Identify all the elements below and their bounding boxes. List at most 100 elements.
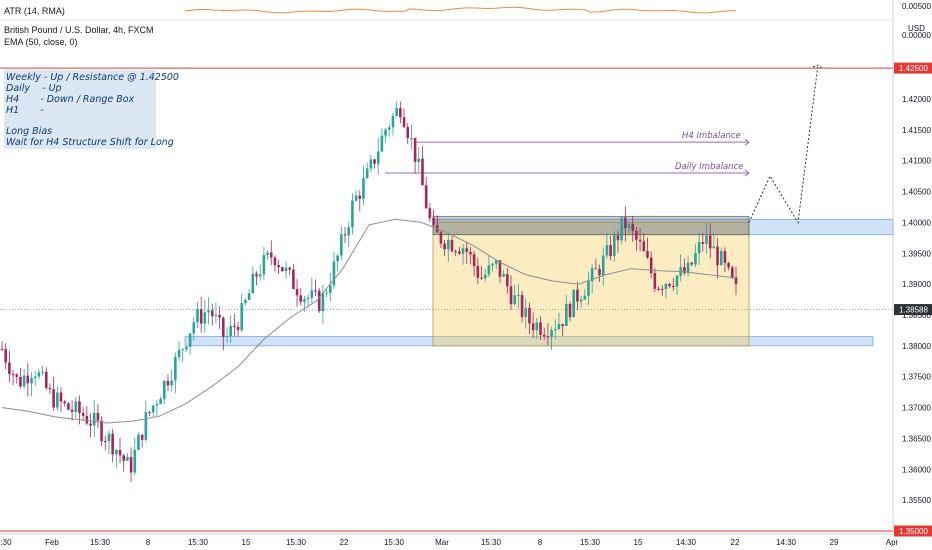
candle-up <box>185 346 188 350</box>
candle-down <box>635 230 638 240</box>
analysis-notes[interactable]: Weekly - Up / Resistance @ 1.42500 Daily… <box>4 70 179 149</box>
candle-up <box>410 137 413 139</box>
candle-down <box>439 232 443 244</box>
candle-down <box>458 251 461 254</box>
projection-path <box>748 64 819 224</box>
time-tick-label: 15:30 <box>580 538 601 547</box>
candle-up <box>553 328 557 331</box>
candle-up <box>535 322 539 331</box>
candle-up <box>694 253 697 265</box>
candle-down <box>568 303 572 318</box>
candle-down <box>469 251 472 255</box>
candle-up <box>664 283 668 290</box>
projection-arrow <box>812 64 823 69</box>
time-tick-label: 14:30 <box>776 538 797 547</box>
candle-up <box>266 252 269 256</box>
candle-up <box>188 333 192 347</box>
candle-up <box>513 295 516 305</box>
candle-up <box>240 303 244 331</box>
candle-up <box>524 307 528 318</box>
candle-down <box>11 373 15 375</box>
time-tick-label: 15:30 <box>188 538 209 547</box>
price-tick-label: 1.42000 <box>902 95 931 104</box>
candle-down <box>166 381 170 386</box>
price-tick-label: 1.41000 <box>902 157 931 166</box>
candle-up <box>203 312 207 324</box>
candle-down <box>292 269 295 289</box>
candle-up <box>517 295 520 297</box>
time-tick-label: 15 <box>242 538 251 547</box>
candle-up <box>37 372 41 377</box>
candle-down <box>8 362 11 374</box>
candle-up <box>550 330 553 338</box>
time-tick-label: 15 <box>634 538 643 547</box>
candle-up <box>347 227 351 236</box>
time-tick-label: 22 <box>340 538 349 547</box>
candle-up <box>306 297 310 300</box>
candle-up <box>483 274 487 279</box>
candle-up <box>33 376 37 379</box>
candle-up <box>502 274 505 277</box>
candle-down <box>63 401 67 404</box>
candle-up <box>174 357 177 381</box>
time-tick-label: Feb <box>45 538 59 547</box>
time-tick-label: :30 <box>0 538 12 547</box>
candle-up <box>612 235 616 257</box>
candle-up <box>686 262 690 274</box>
time-tick-label: 15:30 <box>384 538 405 547</box>
candle-up <box>590 268 594 282</box>
candle-up <box>369 159 373 169</box>
daily-imbalance-arrow <box>744 169 750 177</box>
candle-up <box>155 404 159 406</box>
candle-up <box>447 240 450 250</box>
candle-down <box>727 262 730 268</box>
candle-down <box>59 392 63 402</box>
note-line: H1 - <box>6 105 44 116</box>
candle-down <box>273 257 277 266</box>
time-tick-label: 8 <box>538 538 543 547</box>
candle-up <box>491 263 494 266</box>
candle-up <box>74 401 78 412</box>
candle-down <box>48 387 52 390</box>
candle-down <box>671 286 675 288</box>
price-axis[interactable] <box>893 0 932 550</box>
candle-up <box>697 242 701 254</box>
time-tick-label: Apr <box>886 538 899 547</box>
candle-down <box>67 403 70 410</box>
candle-down <box>646 251 649 258</box>
candle-down <box>402 117 406 128</box>
candle-up <box>133 449 137 473</box>
candle-down <box>653 273 657 289</box>
candle-down <box>255 273 258 277</box>
price-axis-ticks: 1.42000 1.41500 1.41000 1.40500 1.40000 1.395… <box>902 95 931 505</box>
candle-down <box>546 336 550 338</box>
candle-up <box>627 223 631 229</box>
candle-up <box>30 378 33 384</box>
range-box[interactable] <box>432 222 750 347</box>
candle-down <box>539 322 542 335</box>
range-top-band <box>432 215 750 236</box>
candle-up <box>579 299 583 302</box>
price-tick-label: 1.37500 <box>902 373 931 382</box>
candle-down <box>78 401 81 413</box>
atr-pane[interactable]: ATR (14, RMA) <box>0 6 893 21</box>
time-tick-label: 8 <box>146 538 151 547</box>
time-axis-ticks[interactable]: :30 Feb 15:30 8 15:30 15 15:30 22 15:30 Mar 15:30 8… <box>0 538 898 547</box>
h4-imbalance-label: H4 Imbalance <box>682 131 741 141</box>
time-tick-label: 15:30 <box>286 538 307 547</box>
h4-imbalance-arrow <box>744 138 750 146</box>
time-tick-label: 29 <box>830 538 839 547</box>
candle-up <box>56 392 59 408</box>
candle-up <box>494 260 498 264</box>
candle-up <box>137 434 140 450</box>
candle-down <box>129 457 133 473</box>
candle-down <box>476 266 480 278</box>
candle-down <box>701 242 705 244</box>
candle-down <box>218 314 221 318</box>
candle-up <box>417 158 421 162</box>
candle-down <box>222 317 225 337</box>
candle-down <box>421 158 424 186</box>
candle-up <box>107 433 111 442</box>
candle-down <box>708 235 712 249</box>
